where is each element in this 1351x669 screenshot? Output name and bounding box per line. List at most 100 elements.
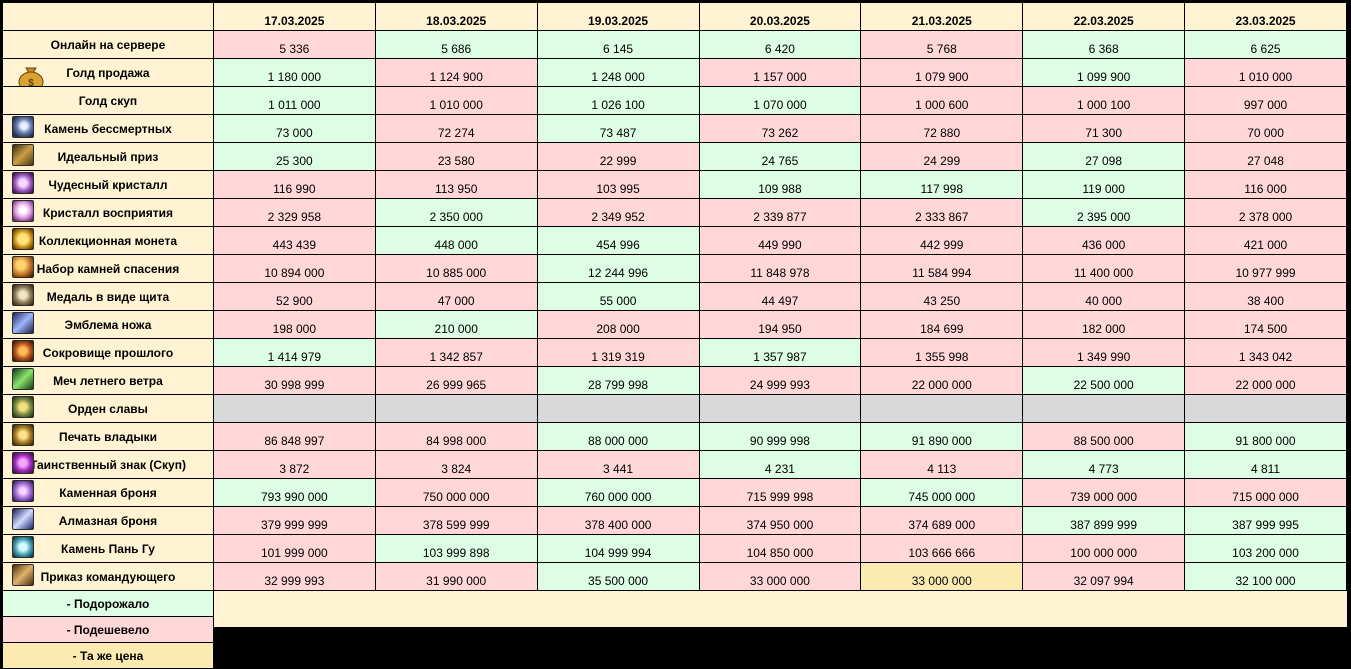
price-cell: 22 500 000 [1022, 366, 1186, 395]
price-cell: 6 420 [698, 30, 862, 59]
price-cell: 1 124 900 [374, 58, 538, 87]
price-cell: 194 950 [698, 310, 862, 339]
price-cell: 33 000 000 [698, 562, 862, 591]
table-row: Таинственный знак (Скуп) 3 872 3 824 3 441 4… [2, 450, 1347, 479]
price-cell: 31 990 000 [374, 562, 538, 591]
price-cell: 1 414 979 [212, 338, 376, 367]
price-cell: 109 988 [698, 170, 862, 199]
table-row: Приказ командующего 32 999 993 31 990 000 3… [2, 562, 1347, 591]
price-cell: 1 342 857 [374, 338, 538, 367]
price-cell: 715 000 000 [1184, 478, 1347, 507]
commander-order-icon [12, 564, 34, 586]
item-name-cell: Печать владыки [2, 422, 214, 451]
salvation-stones-icon [12, 256, 34, 278]
date-header: 21.03.2025 [860, 2, 1024, 31]
item-name: Идеальный приз [57, 149, 159, 164]
table-row: Печать владыки 86 848 997 84 998 000 88 000… [2, 422, 1347, 451]
price-cell: 104 999 994 [536, 534, 700, 563]
glory-order-icon [12, 396, 34, 418]
price-cell: 387 899 999 [1022, 506, 1186, 535]
price-cell: 32 097 994 [1022, 562, 1186, 591]
price-cell: 448 000 [374, 226, 538, 255]
price-cell: 91 800 000 [1184, 422, 1347, 451]
price-cell: 28 799 998 [536, 366, 700, 395]
price-cell: 22 000 000 [860, 366, 1024, 395]
price-cell: 10 977 999 [1184, 254, 1347, 283]
price-cell [212, 394, 376, 423]
price-cell: 3 824 [374, 450, 538, 479]
price-cell: 4 113 [860, 450, 1024, 479]
table-row: Медаль в виде щита 52 900 47 000 55 000 44 4… [2, 282, 1347, 311]
perfect-prize-icon [12, 144, 34, 166]
price-cell: 33 000 000 [860, 562, 1024, 591]
item-name-cell: Онлайн на сервере [2, 30, 214, 59]
price-cell: 1 349 990 [1022, 338, 1186, 367]
svg-text:$: $ [28, 78, 34, 87]
price-cell: 103 999 898 [374, 534, 538, 563]
item-name: Таинственный знак (Скуп) [29, 457, 186, 472]
price-cell [1022, 394, 1186, 423]
price-cell: 1 099 900 [1022, 58, 1186, 87]
table-row: Коллекционная монета 443 439 448 000 454 99… [2, 226, 1347, 255]
item-name: Голд продажа [66, 65, 150, 80]
price-cell: 2 350 000 [374, 198, 538, 227]
price-cell: 3 872 [212, 450, 376, 479]
price-cell: 1 000 600 [860, 86, 1024, 115]
price-cell: 174 500 [1184, 310, 1347, 339]
price-cell: 739 000 000 [1022, 478, 1186, 507]
price-cell: 30 998 999 [212, 366, 376, 395]
price-cell: 6 368 [1022, 30, 1186, 59]
price-cell: 72 880 [860, 114, 1024, 143]
price-cell: 100 000 000 [1022, 534, 1186, 563]
price-cell: 116 000 [1184, 170, 1347, 199]
price-cell: 84 998 000 [374, 422, 538, 451]
price-cell: 38 400 [1184, 282, 1347, 311]
price-cell: 443 439 [212, 226, 376, 255]
price-cell: 103 995 [536, 170, 700, 199]
shield-medal-icon [12, 284, 34, 306]
table-row: Камень бессмертных 73 000 72 274 73 487 73 2… [2, 114, 1347, 143]
item-name-cell: Набор камней спасения [2, 254, 214, 283]
header-row: 17.03.2025 18.03.2025 19.03.2025 20.03.2025… [2, 2, 1347, 31]
item-name: Голд скуп [78, 93, 138, 108]
pangu-stone-icon [12, 536, 34, 558]
price-cell: 70 000 [1184, 114, 1347, 143]
price-cell: 1 026 100 [536, 86, 700, 115]
price-cell: 1 343 042 [1184, 338, 1347, 367]
table-row: Каменная броня 793 990 000 750 000 000 760 … [2, 478, 1347, 507]
price-cell: 2 349 952 [536, 198, 700, 227]
price-cell: 47 000 [374, 282, 538, 311]
item-name-cell: Голд скуп [2, 86, 214, 115]
price-cell: 116 990 [212, 170, 376, 199]
price-cell: 449 990 [698, 226, 862, 255]
item-name: Камень бессмертных [44, 121, 172, 136]
wonder-crystal-icon [12, 172, 34, 194]
price-cell: 2 378 000 [1184, 198, 1347, 227]
price-cell: 73 000 [212, 114, 376, 143]
item-name: Камень Пань Гу [60, 541, 155, 556]
price-cell: 2 395 000 [1022, 198, 1186, 227]
table-row: Кристалл восприятия 2 329 958 2 350 000 2 3… [2, 198, 1347, 227]
item-name: Набор камней спасения [36, 261, 180, 276]
item-name-cell: Сокровище прошлого [2, 338, 214, 367]
price-cell: 22 999 [536, 142, 700, 171]
item-name: Меч летнего ветра [53, 373, 163, 388]
price-cell: 5 768 [860, 30, 1024, 59]
price-cell: 11 400 000 [1022, 254, 1186, 283]
collector-coin-icon [12, 228, 34, 250]
price-cell: 27 098 [1022, 142, 1186, 171]
price-cell: 6 145 [536, 30, 700, 59]
item-name: Эмблема ножа [64, 317, 152, 332]
price-cell: 86 848 997 [212, 422, 376, 451]
price-cell: 1 157 000 [698, 58, 862, 87]
price-cell: 1 010 000 [374, 86, 538, 115]
price-cell: 11 848 978 [698, 254, 862, 283]
price-cell: 208 000 [536, 310, 700, 339]
legend-row: - Подорожало [2, 590, 1347, 617]
date-header: 23.03.2025 [1184, 2, 1347, 31]
price-cell: 103 200 000 [1184, 534, 1347, 563]
item-name-cell: Кристалл восприятия [2, 198, 214, 227]
price-cell: 72 274 [374, 114, 538, 143]
price-cell: 760 000 000 [536, 478, 700, 507]
